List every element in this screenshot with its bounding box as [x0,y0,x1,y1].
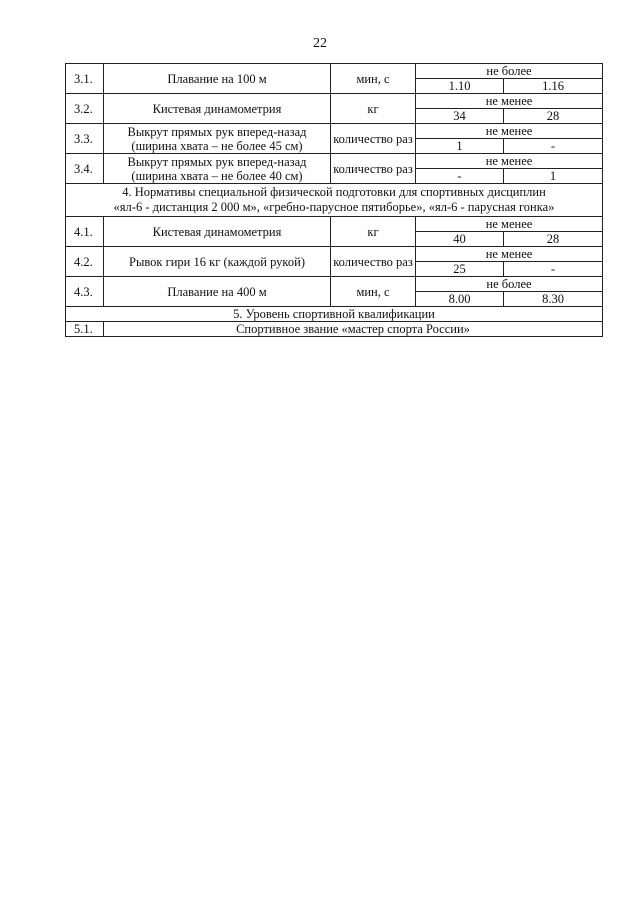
value-2: 28 [503,231,603,247]
value-1: 8.00 [415,291,504,307]
exercise-cell: Рывок гири 16 кг (каждой рукой) [103,246,331,277]
condition: не менее [415,246,603,262]
exercise-name: Выкрут прямых рук вперед-назад [127,124,307,139]
value-2: 1 [503,168,603,184]
table-row: 3.3. Выкрут прямых рук вперед-назад (шири… [65,123,603,154]
exercise-cell: Кистевая динамометрия [103,216,331,247]
row-number: 3.3. [65,123,104,154]
table-row: 3.2. Кистевая динамометрия кг не менее [65,93,603,124]
condition: не более [415,276,603,292]
exercise-cell: Выкрут прямых рук вперед-назад (ширина хв… [103,123,331,154]
row-number: 4.2. [65,246,104,277]
row-number: 3.2. [65,93,104,124]
value-1: 1.10 [415,78,504,94]
value-1: - [415,168,504,184]
condition: не менее [415,153,603,169]
section-5-heading: 5. Уровень спортивной квалификации [65,306,603,322]
table-row: 4.2. Рывок гири 16 кг (каждой рукой) кол… [65,246,603,277]
exercise-cell: Кистевая динамометрия [103,93,331,124]
standards-table: 3.1. Плавание на 100 м мин, с не более 1… [65,63,603,337]
unit: мин, с [330,276,416,307]
exercise-cell: Выкрут прямых рук вперед-назад (ширина хв… [103,153,331,184]
row-number: 4.1. [65,216,104,247]
row-number: 3.1. [65,63,104,94]
exercise-name: Рывок гири 16 кг (каждой рукой) [129,254,305,269]
section-4-line-2: «ял-6 - дистанция 2 000 м», «гребно-пару… [113,200,555,214]
row-number: 3.4. [65,153,104,184]
table-row: 4.3. Плавание на 400 м мин, с не более [65,276,603,307]
exercise-cell: Плавание на 400 м [103,276,331,307]
condition: не более [415,63,603,79]
table-row: 4.1. Кистевая динамометрия кг не менее [65,216,603,247]
value-2: 28 [503,108,603,124]
value-1: 40 [415,231,504,247]
unit: мин, с [330,63,416,94]
unit: количество раз [330,246,416,277]
condition: не менее [415,216,603,232]
section-4-heading: 4. Нормативы специальной физической подг… [65,183,603,217]
value-1: 25 [415,261,504,277]
exercise-name: Кистевая динамометрия [152,101,282,116]
unit: кг [330,216,416,247]
row-number: 5.1. [65,321,104,337]
value-2: 1.16 [503,78,603,94]
exercise-name: Выкрут прямых рук вперед-назад [127,154,307,169]
condition: не менее [415,123,603,139]
page-number: 22 [313,36,327,51]
unit: количество раз [330,123,416,154]
table-row: 3.1. Плавание на 100 м мин, с не более [65,63,603,94]
section-4-line-1: 4. Нормативы специальной физической подг… [122,185,546,199]
value-1: 1 [415,138,504,154]
unit: количество раз [330,153,416,184]
value-2: 8.30 [503,291,603,307]
row-number: 4.3. [65,276,104,307]
exercise-name-note: (ширина хвата – не более 45 см) [131,138,303,153]
exercise-cell: Плавание на 100 м [103,63,331,94]
exercise-name: Плавание на 100 м [167,71,267,86]
value-2: - [503,138,603,154]
value-2: - [503,261,603,277]
exercise-name-note: (ширина хвата – не более 40 см) [131,168,303,183]
exercise-name: Кистевая динамометрия [152,224,282,239]
condition: не менее [415,93,603,109]
value-1: 34 [415,108,504,124]
exercise-name: Плавание на 400 м [167,284,267,299]
table-row: 3.4. Выкрут прямых рук вперед-назад (шири… [65,153,603,184]
qualification-text: Спортивное звание «мастер спорта России» [103,321,603,337]
unit: кг [330,93,416,124]
